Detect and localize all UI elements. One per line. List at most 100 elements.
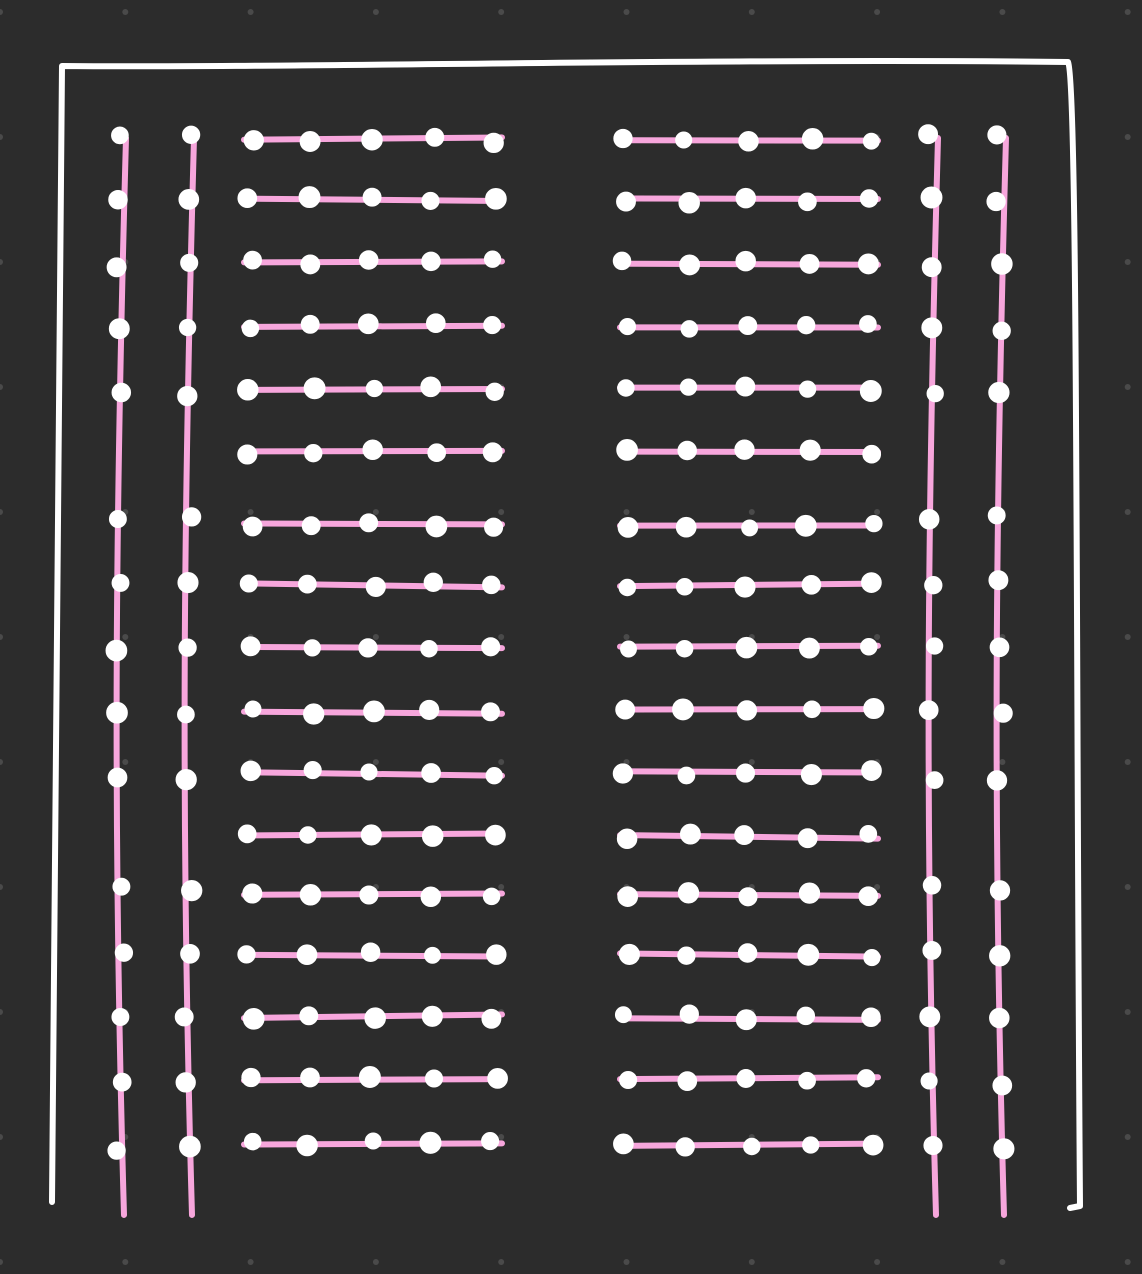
strip-hole[interactable]	[365, 576, 386, 597]
strip-hole[interactable]	[304, 444, 323, 463]
strip-hole[interactable]	[240, 760, 262, 782]
strip-hole[interactable]	[675, 1137, 695, 1157]
breadboard-outline[interactable]	[49, 58, 1083, 1211]
strip-hole[interactable]	[801, 574, 822, 595]
strip-hole[interactable]	[482, 887, 501, 906]
strip-hole[interactable]	[425, 127, 445, 147]
strip-hole[interactable]	[619, 1070, 638, 1090]
strip-hole[interactable]	[741, 519, 759, 537]
strip-hole[interactable]	[358, 638, 378, 658]
strip-hole[interactable]	[618, 943, 640, 965]
rail-hole[interactable]	[986, 191, 1006, 212]
strip-hole[interactable]	[859, 380, 882, 402]
strip-hole[interactable]	[243, 130, 264, 151]
strip-hole[interactable]	[296, 944, 318, 966]
strip-hole[interactable]	[485, 187, 507, 210]
strip-hole[interactable]	[618, 318, 637, 336]
strip-hole[interactable]	[803, 700, 821, 719]
strip-hole[interactable]	[799, 439, 821, 461]
strip-hole[interactable]	[735, 763, 756, 783]
strip-hole[interactable]	[798, 637, 820, 659]
strip-hole[interactable]	[799, 253, 820, 274]
strip-hole[interactable]	[618, 578, 637, 597]
strip-hole[interactable]	[679, 823, 701, 845]
strip-hole[interactable]	[677, 946, 696, 965]
strip-hole[interactable]	[616, 191, 636, 212]
strip-hole[interactable]	[616, 439, 638, 461]
strip-hole[interactable]	[797, 316, 816, 335]
strip-hole[interactable]	[299, 884, 322, 906]
rail-hole[interactable]	[114, 943, 134, 962]
rail-hole[interactable]	[989, 945, 1011, 967]
rail-hole[interactable]	[112, 877, 131, 896]
strip-hole[interactable]	[798, 1071, 816, 1090]
rail-hole[interactable]	[992, 1075, 1013, 1096]
rail-hole[interactable]	[988, 381, 1010, 404]
strip-hole[interactable]	[859, 825, 878, 843]
strip-hole[interactable]	[359, 513, 379, 533]
strip-hole[interactable]	[613, 128, 633, 149]
strip-hole[interactable]	[861, 572, 882, 593]
strip-hole[interactable]	[481, 1132, 500, 1151]
strip-hole[interactable]	[241, 319, 260, 338]
strip-hole[interactable]	[303, 761, 322, 780]
rail-hole[interactable]	[181, 125, 201, 144]
strip-hole[interactable]	[483, 132, 504, 154]
strip-hole[interactable]	[862, 444, 882, 464]
strip-hole[interactable]	[613, 1133, 634, 1155]
strip-hole[interactable]	[797, 943, 820, 966]
rail-hole[interactable]	[992, 321, 1011, 340]
strip-hole[interactable]	[677, 766, 696, 785]
rail-hole[interactable]	[111, 126, 129, 145]
strip-hole[interactable]	[243, 250, 262, 270]
rail-hole[interactable]	[925, 771, 944, 789]
strip-hole[interactable]	[421, 763, 441, 783]
rail-hole[interactable]	[107, 1141, 126, 1160]
strip-hole[interactable]	[481, 702, 500, 722]
strip-hole[interactable]	[612, 763, 634, 784]
rail-hole[interactable]	[111, 573, 130, 592]
strip-hole[interactable]	[679, 1004, 699, 1024]
rail-hole[interactable]	[181, 879, 203, 902]
strip-hole[interactable]	[738, 316, 758, 336]
strip-hole[interactable]	[675, 578, 694, 596]
strip-hole[interactable]	[861, 760, 882, 781]
strip-hole[interactable]	[675, 516, 697, 538]
strip-hole[interactable]	[300, 1067, 320, 1088]
strip-hole[interactable]	[675, 639, 694, 658]
strip-hole[interactable]	[734, 576, 756, 598]
strip-hole[interactable]	[299, 131, 321, 152]
strip-hole[interactable]	[362, 187, 382, 207]
strip-hole[interactable]	[802, 1136, 820, 1154]
strip-hole[interactable]	[738, 887, 758, 907]
rail-hole[interactable]	[918, 508, 940, 530]
strip-hole[interactable]	[482, 442, 503, 463]
strip-hole[interactable]	[736, 1069, 756, 1088]
strip-hole[interactable]	[675, 131, 693, 149]
strip-hole[interactable]	[481, 1008, 502, 1029]
strip-hole[interactable]	[358, 1066, 381, 1088]
rail-hole[interactable]	[180, 253, 199, 272]
strip-hole[interactable]	[612, 251, 632, 271]
strip-hole[interactable]	[798, 192, 817, 212]
strip-hole[interactable]	[299, 1006, 319, 1026]
rail-hole[interactable]	[112, 1072, 132, 1092]
strip-hole[interactable]	[483, 316, 502, 335]
strip-hole[interactable]	[243, 1132, 262, 1151]
strip-hole[interactable]	[303, 639, 321, 657]
rail-hole[interactable]	[105, 639, 128, 662]
strip-hole[interactable]	[482, 575, 501, 595]
strip-hole[interactable]	[857, 253, 879, 275]
strip-hole[interactable]	[358, 250, 379, 270]
rail-hole[interactable]	[177, 705, 195, 724]
strip-hole[interactable]	[487, 1068, 508, 1089]
strip-hole[interactable]	[244, 700, 262, 718]
rail-hole[interactable]	[178, 189, 200, 210]
strip-hole[interactable]	[364, 1132, 382, 1150]
strip-hole[interactable]	[677, 1071, 698, 1091]
rail-hole[interactable]	[993, 1138, 1015, 1160]
strip-hole[interactable]	[425, 313, 446, 334]
rail-hole[interactable]	[180, 943, 200, 964]
strip-hole[interactable]	[481, 637, 501, 657]
